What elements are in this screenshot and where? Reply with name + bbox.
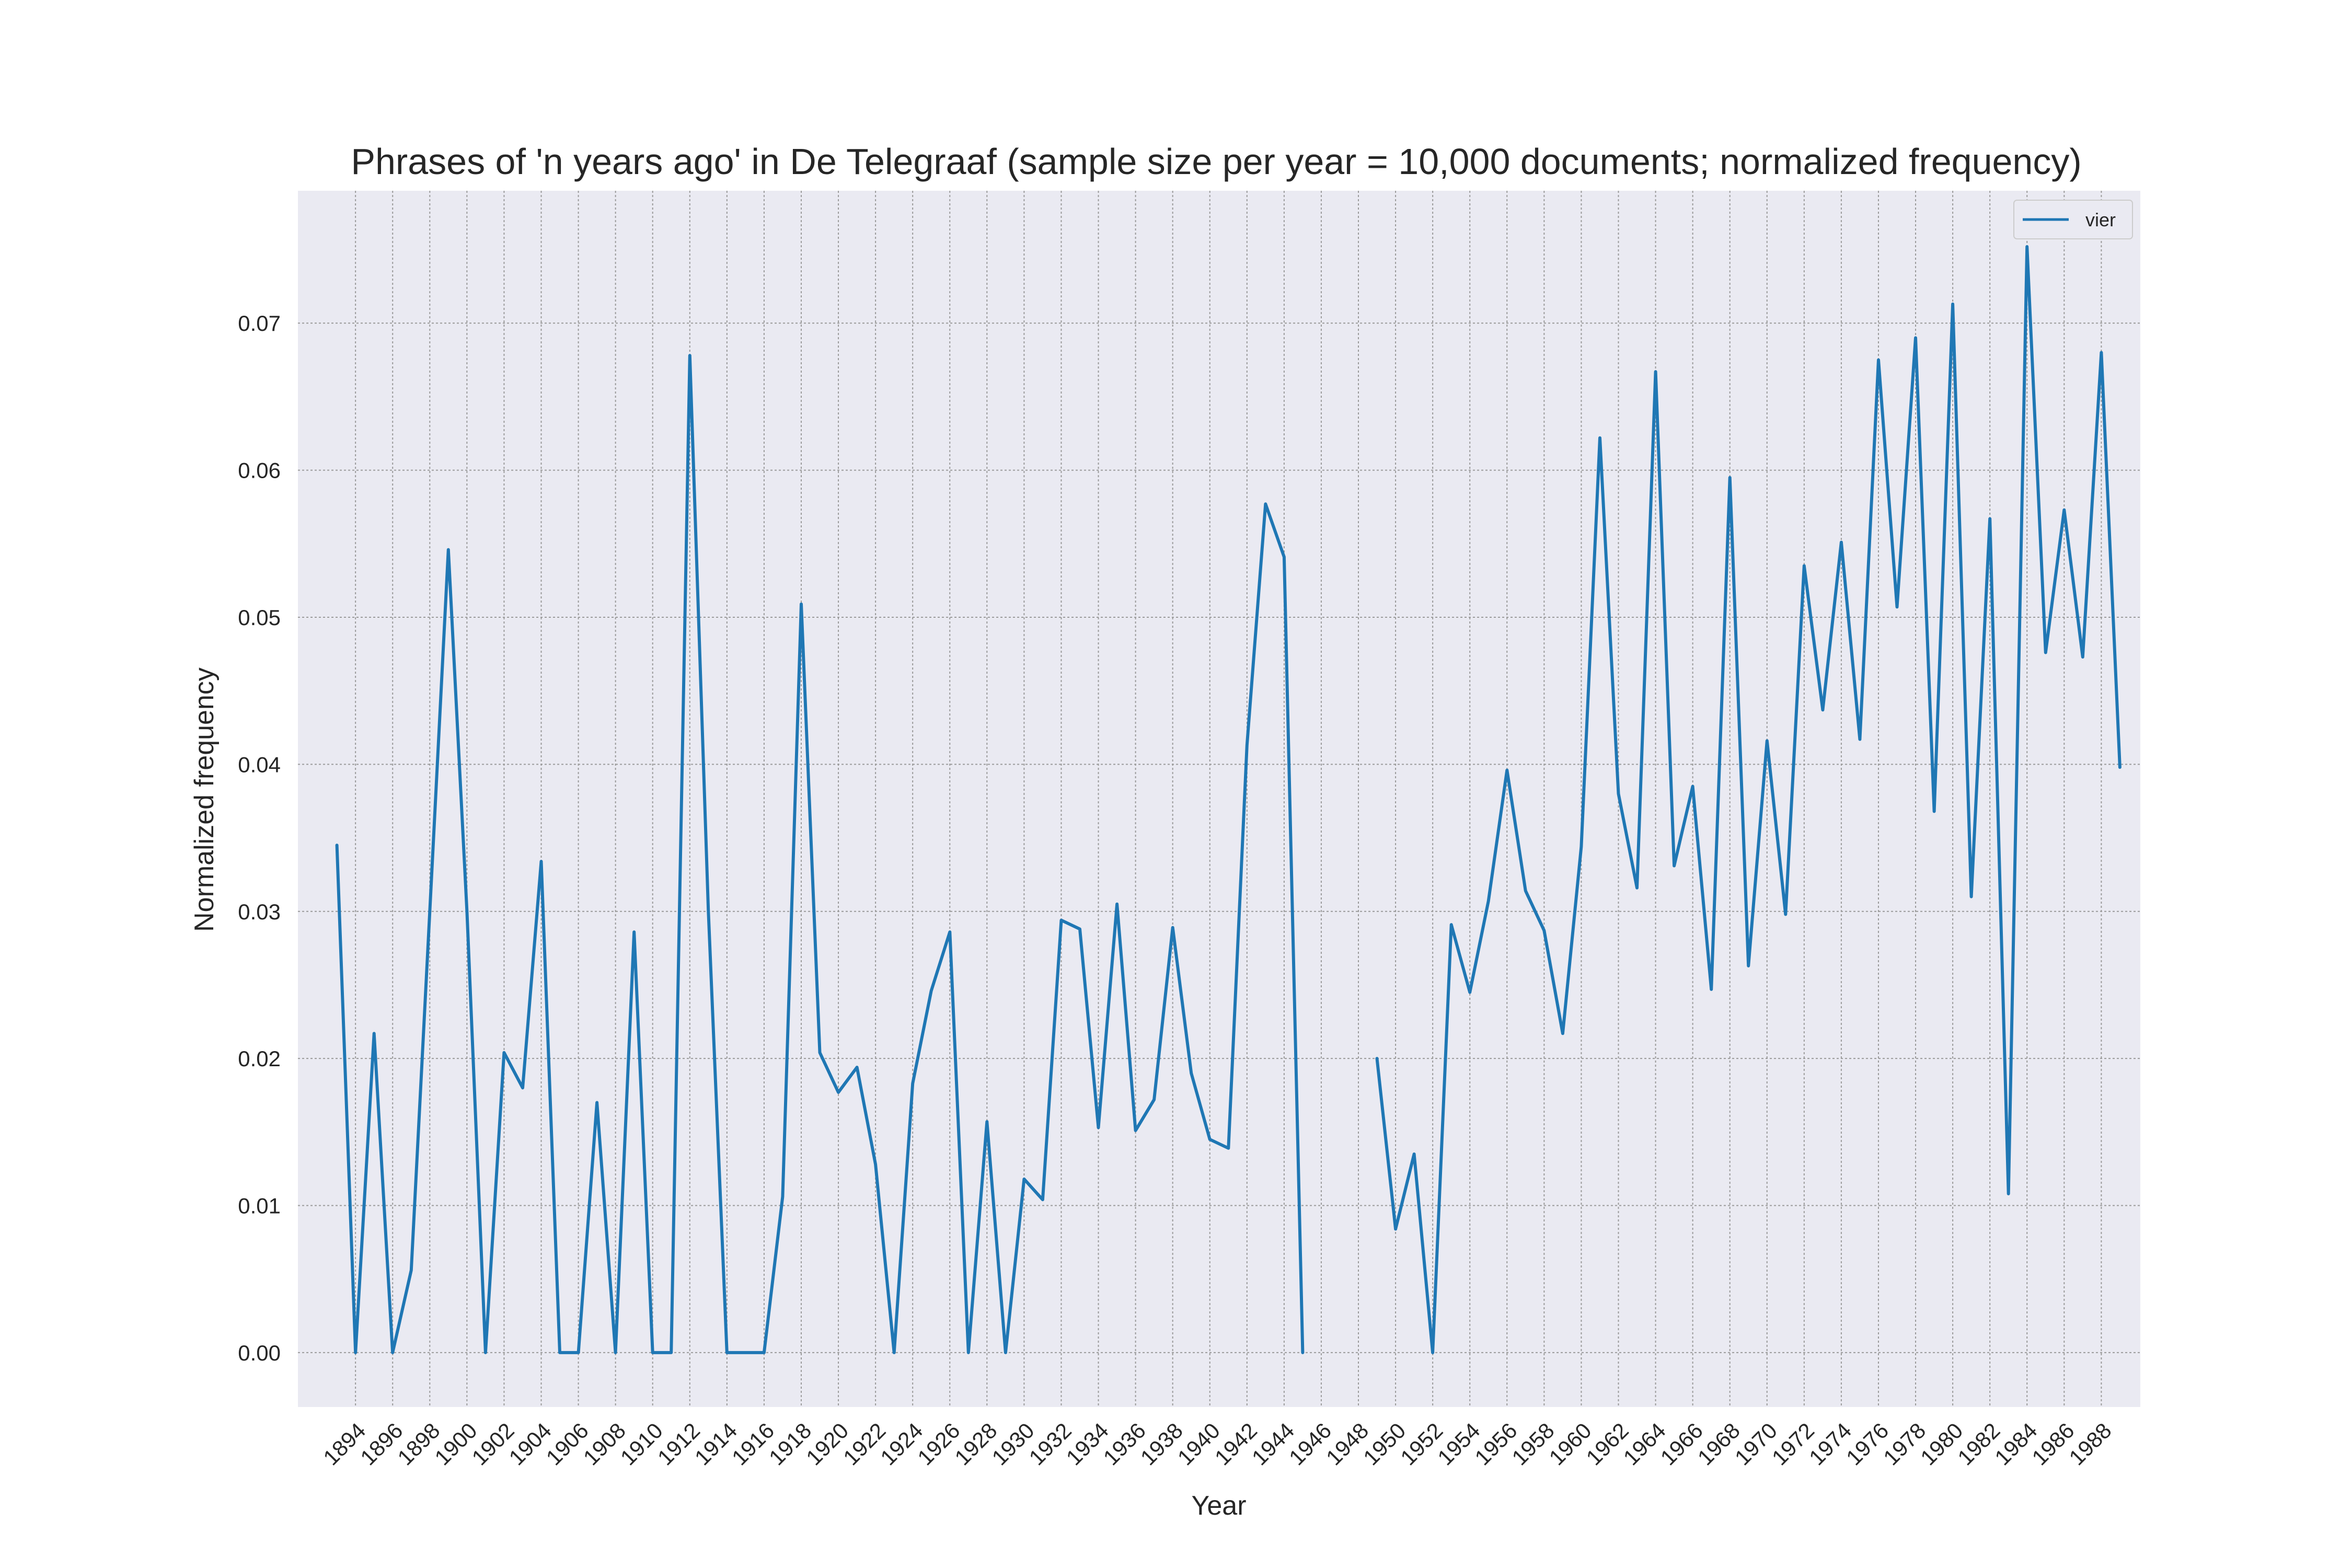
x-tick-label: 1978 xyxy=(1878,1418,1930,1470)
x-axis-ticks: 1894189618981900190219041906190819101912… xyxy=(318,1418,2116,1470)
x-tick-label: 1970 xyxy=(1730,1418,1782,1470)
x-tick-label: 1942 xyxy=(1210,1418,1262,1470)
legend: vier xyxy=(2013,200,2133,239)
x-tick-label: 1960 xyxy=(1544,1418,1596,1470)
y-axis-ticks: 0.00 0.01 0.02 0.03 0.04 0.05 0.06 0.07 xyxy=(238,311,281,1365)
x-tick-label: 1972 xyxy=(1767,1418,1819,1470)
y-tick-label: 0.05 xyxy=(238,605,281,630)
x-tick-label: 1912 xyxy=(653,1418,705,1470)
x-tick-label: 1966 xyxy=(1656,1418,1708,1470)
y-tick-label: 0.06 xyxy=(238,458,281,483)
x-tick-label: 1922 xyxy=(838,1418,890,1470)
x-tick-label: 1956 xyxy=(1470,1418,1521,1470)
y-axis-label: Normalized frequency xyxy=(189,667,220,932)
x-tick-label: 1980 xyxy=(1916,1418,1967,1470)
x-tick-label: 1930 xyxy=(987,1418,1039,1470)
x-tick-label: 1954 xyxy=(1433,1418,1484,1470)
x-tick-label: 1948 xyxy=(1321,1418,1373,1470)
x-tick-label: 1914 xyxy=(690,1418,742,1470)
x-tick-label: 1934 xyxy=(1062,1418,1113,1470)
x-tick-label: 1986 xyxy=(2027,1418,2079,1470)
x-tick-label: 1908 xyxy=(579,1418,630,1470)
grid xyxy=(298,191,2140,1407)
x-tick-label: 1932 xyxy=(1024,1418,1076,1470)
x-tick-label: 1946 xyxy=(1284,1418,1336,1470)
x-tick-label: 1950 xyxy=(1358,1418,1410,1470)
x-tick-label: 1936 xyxy=(1099,1418,1150,1470)
x-tick-label: 1988 xyxy=(2064,1418,2116,1470)
legend-label-vier: vier xyxy=(2085,209,2116,230)
x-tick-label: 1958 xyxy=(1507,1418,1559,1470)
x-tick-label: 1984 xyxy=(1990,1418,2042,1470)
x-tick-label: 1968 xyxy=(1693,1418,1745,1470)
x-tick-label: 1976 xyxy=(1841,1418,1893,1470)
x-tick-label: 1924 xyxy=(875,1418,927,1470)
x-axis-label: Year xyxy=(1191,1491,1246,1521)
chart-title: Phrases of 'n years ago' in De Telegraaf… xyxy=(351,141,2081,182)
y-tick-label: 0.07 xyxy=(238,311,281,336)
legend-box xyxy=(2013,200,2133,239)
x-tick-label: 1974 xyxy=(1804,1418,1856,1470)
x-tick-label: 1940 xyxy=(1173,1418,1225,1470)
plot-area xyxy=(298,191,2140,1407)
x-tick-label: 1920 xyxy=(801,1418,853,1470)
x-tick-label: 1926 xyxy=(913,1418,964,1470)
x-tick-label: 1900 xyxy=(430,1418,481,1470)
x-tick-label: 1964 xyxy=(1619,1418,1670,1470)
x-tick-label: 1904 xyxy=(504,1418,556,1470)
x-tick-label: 1928 xyxy=(950,1418,1001,1470)
x-tick-label: 1916 xyxy=(727,1418,779,1470)
x-tick-label: 1918 xyxy=(764,1418,816,1470)
x-tick-label: 1952 xyxy=(1396,1418,1447,1470)
y-tick-label: 0.03 xyxy=(238,900,281,924)
x-tick-label: 1982 xyxy=(1953,1418,2004,1470)
x-tick-label: 1944 xyxy=(1247,1418,1299,1470)
x-tick-label: 1902 xyxy=(467,1418,518,1470)
y-tick-label: 0.01 xyxy=(238,1194,281,1218)
x-tick-label: 1938 xyxy=(1136,1418,1187,1470)
x-tick-label: 1906 xyxy=(541,1418,593,1470)
x-tick-label: 1898 xyxy=(393,1418,444,1470)
x-tick-label: 1894 xyxy=(318,1418,370,1470)
y-tick-label: 0.00 xyxy=(238,1341,281,1365)
y-tick-label: 0.04 xyxy=(238,752,281,777)
x-tick-label: 1910 xyxy=(616,1418,667,1470)
series-line-vier xyxy=(335,245,2122,1354)
x-tick-label: 1962 xyxy=(1582,1418,1633,1470)
series-lines xyxy=(335,245,2122,1354)
y-tick-label: 0.02 xyxy=(238,1046,281,1071)
x-tick-label: 1896 xyxy=(355,1418,407,1470)
